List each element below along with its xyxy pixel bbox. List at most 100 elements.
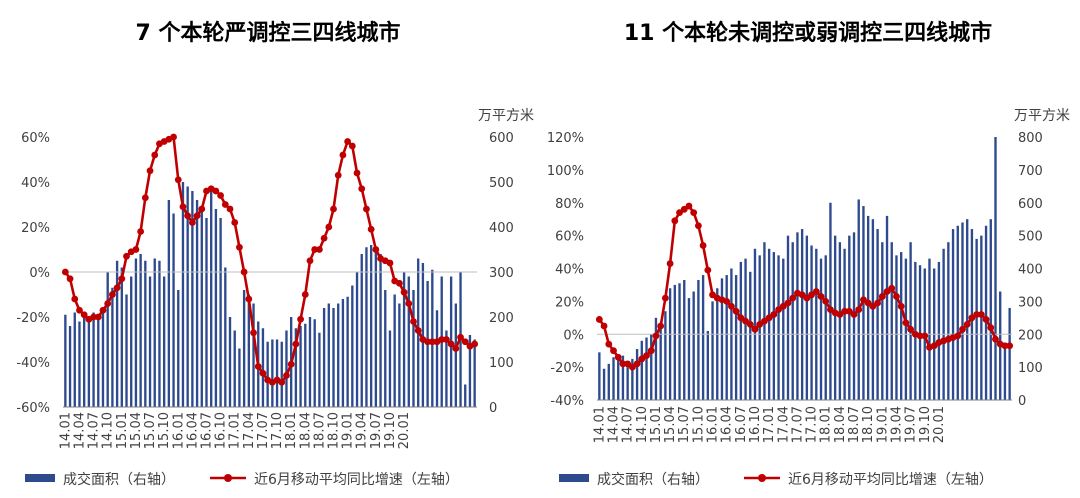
bar-mark — [876, 229, 879, 400]
bar-mark — [904, 258, 908, 400]
bar-mark — [318, 332, 321, 407]
bar-mark — [247, 294, 250, 407]
growth-point — [301, 291, 309, 298]
growth-point — [963, 320, 971, 328]
x-tick-label: 19.04 — [889, 406, 904, 443]
growth-point — [610, 347, 617, 355]
bar-mark — [607, 363, 610, 400]
growth-point — [90, 313, 97, 321]
growth-point — [254, 363, 262, 370]
growth-point — [292, 340, 300, 348]
growth-point — [930, 342, 938, 350]
left-tick-label: -40% — [550, 394, 584, 409]
bar-mark — [635, 349, 639, 400]
bar-mark — [650, 334, 653, 400]
bar-mark — [261, 328, 265, 407]
x-tick-label: 18.04 — [298, 412, 313, 449]
x-tick-label: 16.10 — [214, 412, 229, 449]
bar-mark — [167, 200, 171, 407]
growth-point — [320, 234, 328, 242]
x-tick-label: 19.01 — [875, 406, 890, 443]
growth-point — [836, 311, 844, 318]
growth-point — [170, 133, 177, 141]
bar-mark — [631, 358, 634, 400]
bar-mark — [134, 258, 138, 407]
growth-point — [982, 316, 990, 323]
bar-mark — [1003, 344, 1007, 400]
bar-mark — [97, 317, 100, 407]
bar-mark — [810, 245, 813, 400]
growth-point — [638, 355, 646, 363]
bar-mark — [464, 384, 467, 407]
bar-mark — [162, 276, 166, 407]
growth-point — [405, 300, 413, 307]
left-tick-label: 0% — [563, 328, 584, 343]
right-tick-label: 500 — [1018, 230, 1043, 245]
bar-mark — [388, 330, 392, 407]
bar-mark — [961, 222, 964, 400]
bar-mark — [824, 255, 827, 400]
bar-mark — [621, 355, 625, 400]
growth-point — [643, 352, 650, 360]
growth-point — [311, 246, 319, 253]
growth-point — [344, 138, 352, 145]
growth-point — [888, 284, 896, 292]
growth-point — [306, 257, 314, 265]
x-tick-label: 17.07 — [256, 412, 271, 449]
bar-mark — [148, 276, 152, 407]
x-tick-label: 16.04 — [720, 406, 735, 443]
bar-mark — [749, 271, 752, 400]
x-tick-label: 17.10 — [805, 406, 820, 443]
bar-mark — [120, 267, 123, 407]
growth-point — [443, 336, 450, 343]
bar-mark — [937, 261, 941, 400]
bar-mark — [866, 215, 870, 400]
bar-mark — [214, 209, 218, 407]
growth-point — [751, 325, 759, 333]
bar-mark — [445, 330, 448, 407]
growth-point — [628, 363, 636, 371]
growth-point — [808, 291, 815, 299]
bar-mark — [716, 288, 719, 400]
growth-point — [869, 302, 877, 310]
left-tick-label: -60% — [16, 401, 50, 416]
x-tick-label: 18.01 — [819, 406, 834, 443]
growth-point — [283, 372, 290, 379]
growth-point — [893, 293, 900, 300]
growth-point — [765, 314, 773, 322]
bar-mark — [838, 242, 842, 400]
growth-point — [704, 266, 712, 274]
growth-point — [94, 313, 102, 321]
legend-bar-swatch — [25, 474, 55, 482]
bar-mark — [172, 213, 175, 407]
growth-point — [231, 219, 239, 226]
x-tick-label: 17.01 — [228, 412, 243, 449]
x-tick-label: 15.04 — [663, 406, 678, 443]
right-axis-unit: 万平方米 — [478, 108, 534, 124]
growth-point — [661, 294, 669, 302]
growth-point — [605, 340, 613, 348]
bar-mark — [654, 317, 658, 400]
bar-mark — [454, 303, 457, 407]
bar-mark — [468, 335, 472, 407]
bar-mark — [683, 280, 686, 400]
growth-point — [742, 317, 749, 325]
bar-mark — [829, 202, 832, 400]
x-tick-label: 16.07 — [199, 412, 214, 449]
bar-mark — [989, 219, 992, 400]
growth-point — [259, 369, 267, 377]
right-tick-label: 200 — [489, 311, 514, 326]
bar-mark — [186, 186, 189, 407]
x-tick-label: 18.04 — [833, 406, 848, 443]
legend-bar-swatch — [559, 474, 589, 482]
x-tick-label: 15.10 — [157, 412, 172, 449]
bar-mark — [951, 229, 955, 400]
growth-point — [761, 317, 768, 325]
bar-mark — [697, 280, 700, 400]
x-tick-label: 18.07 — [312, 412, 327, 449]
growth-point — [694, 222, 702, 230]
bar-mark — [725, 275, 728, 400]
x-tick-label: 14.10 — [635, 406, 650, 443]
bar-mark — [734, 275, 738, 400]
x-tick-label: 15.01 — [649, 406, 664, 443]
